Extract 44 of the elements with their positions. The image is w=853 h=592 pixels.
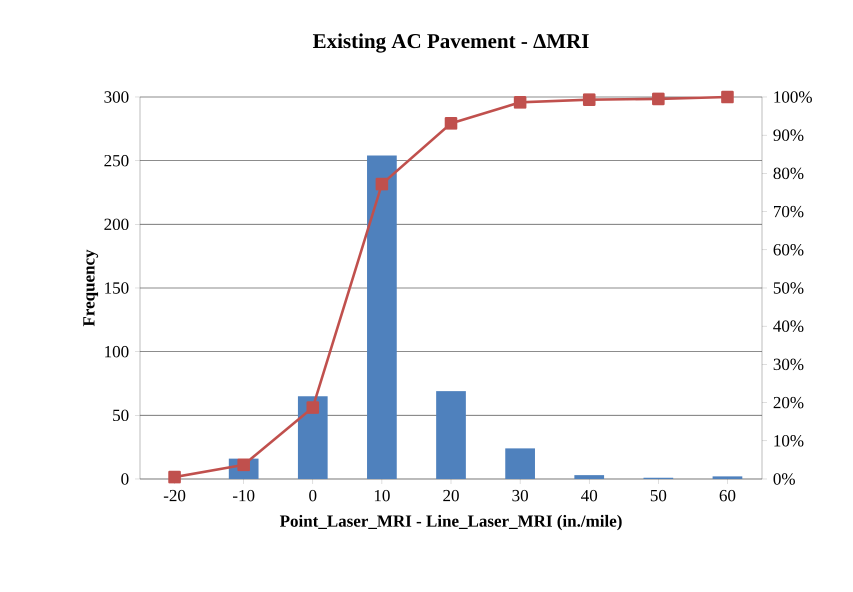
bar (298, 396, 328, 479)
y-tick-label: 200 (104, 218, 128, 230)
y2-tick-label: 10% (774, 435, 804, 447)
y-tick-label: 50 (113, 410, 128, 422)
y-tick-label: 0 (121, 473, 128, 485)
y-tick-label: 300 (104, 91, 128, 103)
x-tick-label: 50 (650, 490, 666, 502)
point (514, 96, 526, 109)
y-axis-title: Frequency (83, 250, 98, 326)
x-tick-label: 10 (374, 490, 390, 502)
x-tick-label: 0 (309, 490, 316, 502)
y2-tick-label: 50% (774, 282, 804, 294)
y2-tick-label: 90% (773, 129, 804, 141)
bar (505, 448, 535, 479)
x-axis-title: Point_Laser_MRI - Line_Laser_MRI (in./mile) (280, 514, 622, 530)
point (376, 178, 388, 190)
y2-tick-label: 60% (774, 244, 804, 256)
bar (574, 475, 604, 479)
y-tick-label: 150 (105, 282, 128, 294)
y2-tick-label: 30% (774, 358, 804, 370)
x-tick-label: 30 (512, 490, 528, 502)
point (652, 92, 665, 106)
y2-tick-label: 40% (773, 320, 804, 332)
y2-tick-label: 70% (774, 206, 804, 218)
x-tick-label: 60 (720, 490, 736, 502)
point (582, 93, 596, 106)
x-tick-label: -20 (164, 490, 186, 502)
y2-tick-label: 0% (774, 473, 795, 485)
y2-tick-label: 80% (774, 168, 804, 180)
bar (436, 391, 466, 479)
x-tick-label: -10 (232, 490, 254, 502)
y2-tick-label: 100% (774, 91, 812, 103)
bar (367, 156, 397, 479)
x-tick-label: 20 (443, 490, 459, 502)
point (721, 90, 734, 104)
bar (712, 476, 742, 479)
point (444, 117, 458, 130)
y-tick-label: 100 (105, 346, 128, 358)
chart-title: Existing AC Pavement - ΔMRI (312, 33, 589, 53)
y-tick-label: 250 (104, 154, 128, 166)
x-tick-label: 40 (581, 490, 598, 502)
point (168, 470, 181, 484)
point (306, 401, 320, 414)
y2-tick-label: 20% (774, 396, 804, 408)
